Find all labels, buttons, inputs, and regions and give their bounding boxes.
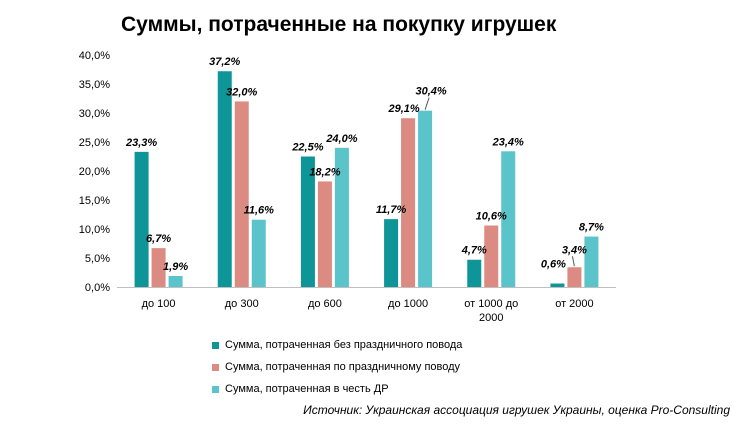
source-note: Источник: Украинская ассоциация игрушек … — [303, 403, 730, 417]
y-tick-label: 15,0% — [79, 195, 110, 207]
y-tick-label: 30,0% — [79, 108, 110, 120]
legend-item-no-occasion: Сумма, потраченная без праздничного пово… — [212, 334, 462, 356]
x-tick-label: до 100 — [142, 298, 176, 310]
y-tick-label: 0,0% — [85, 282, 110, 294]
bar — [467, 259, 482, 287]
bar — [584, 236, 599, 287]
legend-label: Сумма, потраченная по праздничному повод… — [225, 361, 461, 373]
data-label: 1,9% — [163, 261, 188, 273]
data-label: 32,0% — [226, 86, 257, 98]
x-tick-label: до 300 — [225, 298, 259, 310]
bar — [567, 267, 582, 287]
bar — [550, 283, 565, 287]
data-label: 23,3% — [125, 137, 157, 149]
chart-title: Суммы, потраченные на покупку игрушек — [121, 13, 557, 36]
bar — [217, 71, 232, 288]
bar — [334, 147, 349, 287]
data-label: 37,2% — [209, 56, 240, 68]
data-label: 18,2% — [309, 166, 340, 178]
bar — [168, 275, 183, 287]
y-tick-label: 5,0% — [85, 253, 110, 265]
data-label: 22,5% — [291, 142, 323, 154]
data-label: 11,7% — [376, 204, 407, 216]
data-label: 23,4% — [492, 136, 524, 148]
x-tick-label: от 2000 — [555, 298, 593, 310]
x-tick-label: от 1000 до 2000 — [464, 298, 518, 324]
y-tick-label: 25,0% — [79, 137, 110, 149]
bar — [151, 248, 166, 287]
bar — [134, 151, 149, 287]
bar — [234, 101, 249, 288]
data-label: 30,4% — [415, 86, 446, 98]
legend-swatch — [212, 385, 219, 393]
bar — [418, 110, 433, 288]
data-label: 10,6% — [476, 211, 507, 223]
data-label: 24,0% — [325, 133, 357, 145]
chart-legend: Сумма, потраченная без праздничного пово… — [212, 334, 462, 400]
legend-item-holiday: Сумма, потраченная по праздничному повод… — [212, 356, 462, 378]
data-label: 4,7% — [461, 245, 487, 257]
y-tick-label: 10,0% — [79, 224, 110, 236]
bar — [401, 118, 416, 287]
x-tick-label: до 1000 — [388, 298, 428, 310]
data-label: 8,7% — [579, 222, 604, 234]
bar — [251, 219, 266, 287]
legend-label: Сумма, потраченная без праздничного пово… — [225, 339, 463, 351]
legend-swatch — [212, 341, 219, 349]
bar — [484, 225, 499, 287]
y-tick-label: 20,0% — [79, 166, 110, 178]
data-label: 3,4% — [562, 244, 587, 256]
legend-swatch — [212, 363, 219, 371]
bar — [317, 181, 332, 287]
data-label-leader — [571, 256, 575, 267]
data-label-leader — [424, 97, 430, 110]
data-label: 0,6% — [541, 259, 566, 271]
x-tick-label: до 600 — [308, 298, 342, 310]
legend-item-birthday: Сумма, потраченная в честь ДР — [212, 378, 462, 400]
data-label: 6,7% — [146, 233, 171, 245]
data-label: 11,6% — [244, 205, 275, 217]
bar — [501, 151, 516, 287]
y-tick-label: 35,0% — [79, 79, 110, 91]
bar — [384, 219, 399, 287]
bar — [300, 156, 315, 287]
data-label: 29,1% — [387, 103, 419, 115]
y-tick-label: 40,0% — [79, 50, 110, 62]
legend-label: Сумма, потраченная в честь ДР — [225, 383, 389, 395]
